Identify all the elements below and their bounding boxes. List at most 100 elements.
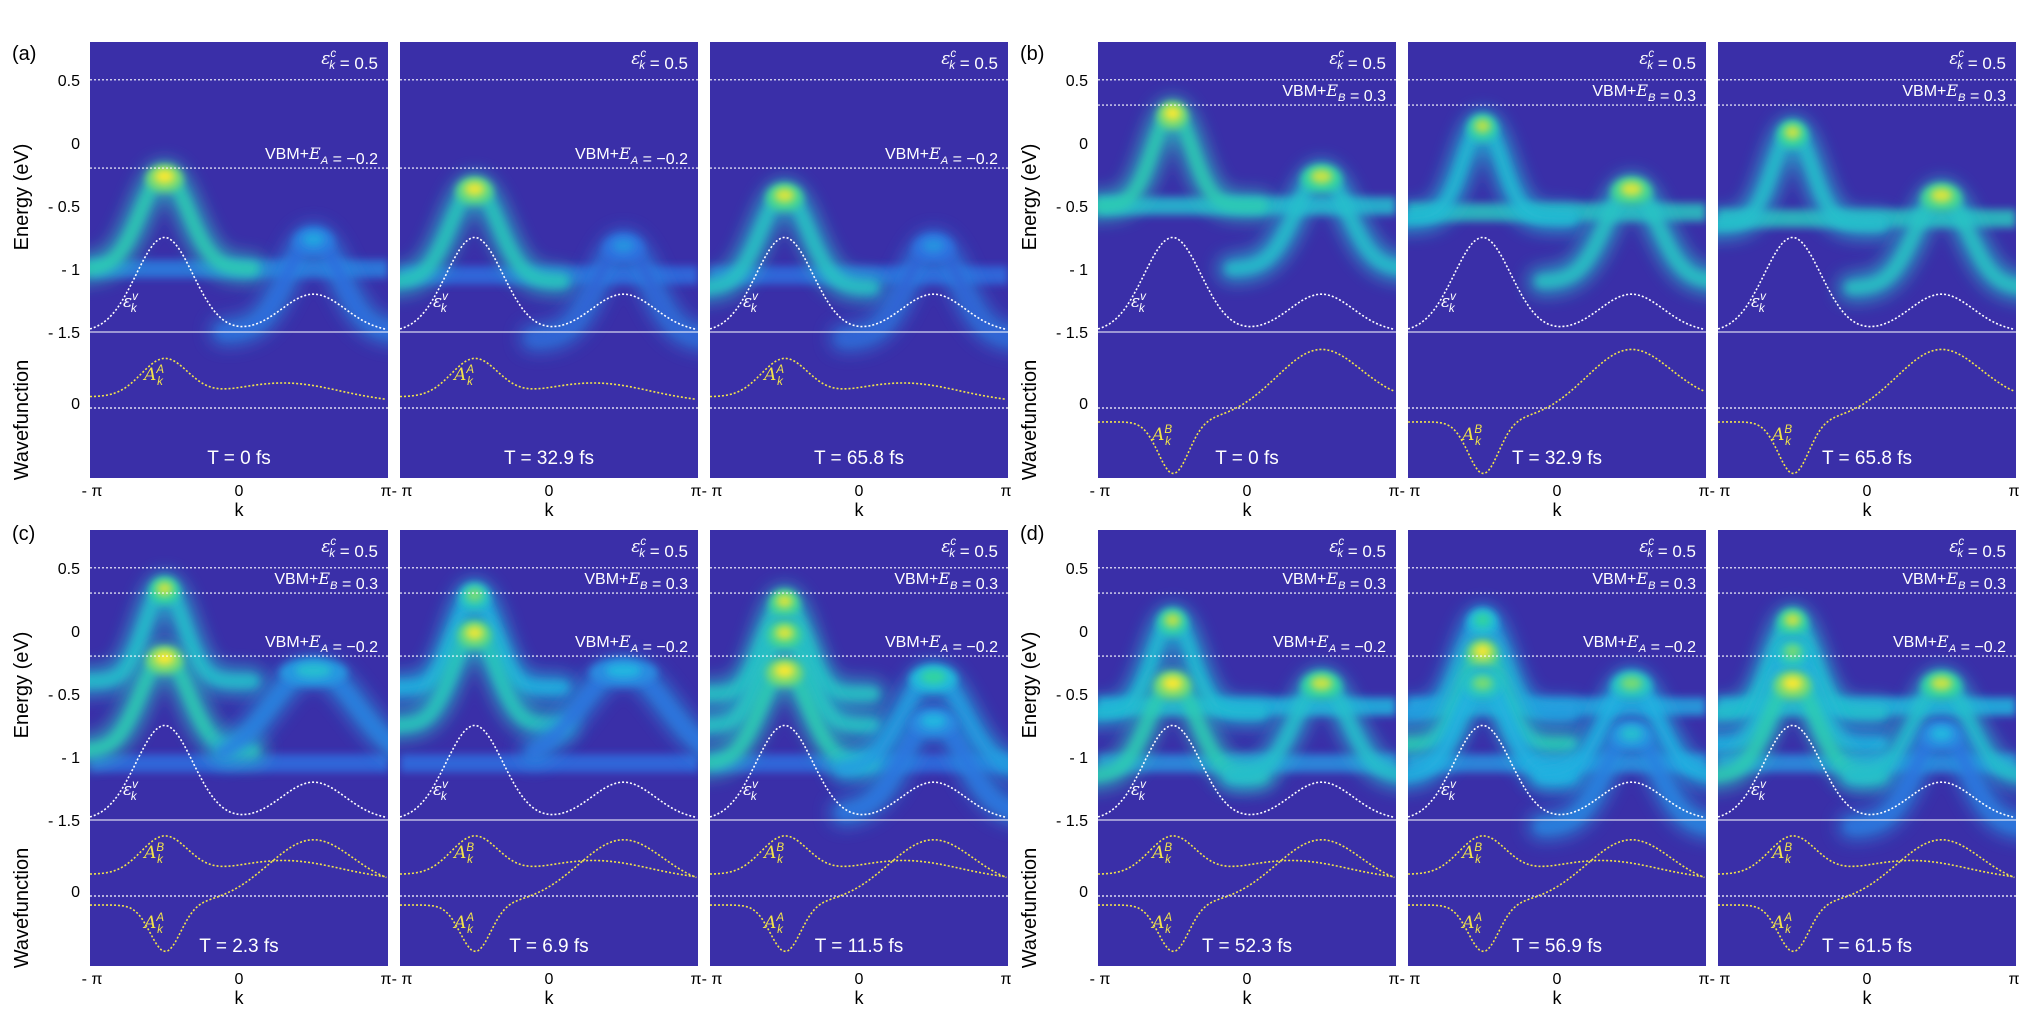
band-blob <box>400 617 576 739</box>
subplot-background <box>1718 42 2016 478</box>
band-blob <box>1838 668 2016 789</box>
x-axis-label: k <box>545 500 555 520</box>
valence-band-curve <box>1407 724 1705 819</box>
band-blob <box>90 572 266 695</box>
energy-tick-label: - 1.5 <box>1056 813 1088 830</box>
x-tick-label: π <box>1388 483 1399 500</box>
wavefunction-label: AB k <box>452 842 474 866</box>
conduction-label: εc k = 0.5 <box>941 48 998 73</box>
band-peak <box>156 581 173 596</box>
time-label: T = 32.9 fs <box>1512 448 1602 469</box>
vbm-label: VBM+EA = −0.2 <box>575 632 688 656</box>
valence-band-curve <box>1407 236 1705 331</box>
y-axis-label-energy: Energy (eV) <box>11 632 33 739</box>
subplot: εc k = 0.5 VBM+EB = 0.3 VBM+EA = −0.2 εv k AB k… <box>1400 530 1710 1008</box>
time-label: T = 56.9 fs <box>1512 936 1602 957</box>
x-tick-label: π <box>2008 483 2019 500</box>
band-blob <box>1218 668 1396 789</box>
x-tick-label: - π <box>702 483 723 500</box>
y-axis-label-wavefunction: Wavefunction <box>11 360 33 480</box>
band-blob <box>400 173 576 295</box>
energy-tick-label: - 0.5 <box>1056 199 1088 216</box>
time-label: T = 65.8 fs <box>814 448 904 469</box>
y-axis-label-wavefunction: Wavefunction <box>1019 848 1041 968</box>
wavefunction-label: AB k <box>1770 424 1792 448</box>
wavefunction-label: AA k <box>1150 912 1172 936</box>
y-axis-label-energy: Energy (eV) <box>1019 144 1041 251</box>
valence-band-curve <box>1097 236 1395 331</box>
heatmap-layer <box>1098 604 1396 789</box>
energy-tick-label: 0.5 <box>1066 561 1088 578</box>
heatmap-layer <box>710 179 1008 352</box>
subplot: εc k = 0.5 VBM+EA = −0.2 εv k AA k T = 0 fs - π 0… <box>82 42 392 520</box>
conduction-label: εc k = 0.5 <box>321 48 378 73</box>
heatmap-layer <box>90 572 388 773</box>
band-peak <box>464 182 485 196</box>
wave-tick-label: 0 <box>71 396 80 413</box>
wavefunction-label: AB k <box>1460 424 1482 448</box>
x-axis-label: k <box>1553 500 1563 520</box>
vbm-label: VBM+EA = −0.2 <box>885 632 998 656</box>
conduction-label: εc k = 0.5 <box>631 48 688 73</box>
flat-bands <box>90 754 388 773</box>
band-peak <box>774 663 795 678</box>
conduction-label: εc k = 0.5 <box>1329 536 1386 561</box>
vbm-label: VBM+EA = −0.2 <box>1583 632 1696 656</box>
time-label: T = 2.3 fs <box>199 936 278 957</box>
x-axis-label: k <box>1243 500 1253 520</box>
x-tick-label: π <box>2008 971 2019 988</box>
subplot: εc k = 0.5 VBM+EB = 0.3 VBM+EA = −0.2 εv k AB k… <box>82 530 392 1008</box>
time-label: T = 52.3 fs <box>1202 936 1292 957</box>
band-peak <box>1782 676 1803 691</box>
panel-group-c: (c) Energy (eV) Wavefunction 0.5 0 - 0.5 - 1 - … <box>11 523 1012 1008</box>
time-label: T = 11.5 fs <box>815 936 904 957</box>
valence-band-curve <box>709 724 1007 819</box>
band-blob <box>210 655 388 766</box>
band-blob <box>1838 180 2016 301</box>
band-peak <box>295 663 332 678</box>
energy-tick-label: - 1.5 <box>48 325 80 342</box>
conduction-label: εc k = 0.5 <box>1949 48 2006 73</box>
x-axis-label: k <box>1243 988 1253 1008</box>
energy-tick-label: 0.5 <box>58 73 80 90</box>
valence-band-curve <box>399 724 697 819</box>
x-tick-label: π <box>1388 971 1399 988</box>
wavefunction-curve <box>710 357 1007 401</box>
vbm-label: VBM+EB = 0.3 <box>584 569 688 593</box>
panel-group-b: (b) Energy (eV) Wavefunction 0.5 0 - 0.5 - 1 - … <box>1019 42 2020 520</box>
conduction-label: εc k = 0.5 <box>1639 536 1696 561</box>
x-tick-label: - π <box>1090 971 1111 988</box>
wavefunction-label: AB k <box>1460 842 1482 866</box>
x-tick-label: 0 <box>855 971 864 988</box>
x-axis-label: k <box>545 988 555 1008</box>
band-blob <box>1408 604 1584 726</box>
conduction-label: εc k = 0.5 <box>631 536 688 561</box>
vbm-label: VBM+EA = −0.2 <box>1893 632 2006 656</box>
band-peak <box>1784 125 1801 140</box>
x-tick-label: 0 <box>545 971 554 988</box>
x-tick-label: - π <box>1400 483 1421 500</box>
x-axis-label: k <box>235 500 245 520</box>
valence-band-curve <box>1097 724 1395 819</box>
valence-label: εv k <box>1751 291 1767 315</box>
time-label: T = 0 fs <box>207 448 271 469</box>
band-peak <box>465 625 484 640</box>
band-peak <box>775 625 794 640</box>
x-axis-label: k <box>855 500 865 520</box>
wavefunction-label: AA k <box>762 912 784 936</box>
band-peak <box>1620 726 1643 741</box>
x-axis-label: k <box>855 988 865 1008</box>
panel-group-d: (d) Energy (eV) Wavefunction 0.5 0 - 0.5 - 1 - … <box>1019 523 2020 1008</box>
energy-tick-label: - 0.5 <box>48 199 80 216</box>
energy-tick-label: - 1 <box>61 262 80 279</box>
flat-band <box>400 754 698 773</box>
wavefunction-curve <box>1408 348 1705 475</box>
band-blob <box>1718 116 1894 238</box>
band-peak <box>1474 644 1491 659</box>
conduction-label: εc k = 0.5 <box>1329 48 1386 73</box>
band-peak <box>1164 106 1181 121</box>
energy-tick-label: - 0.5 <box>48 687 80 704</box>
energy-tick-label: 0 <box>1079 624 1088 641</box>
vbm-label: VBM+EA = −0.2 <box>265 144 378 168</box>
panel-group-a: (a) Energy (eV) Wavefunction 0.5 0 - 0.5 - 1 - … <box>11 42 1012 520</box>
